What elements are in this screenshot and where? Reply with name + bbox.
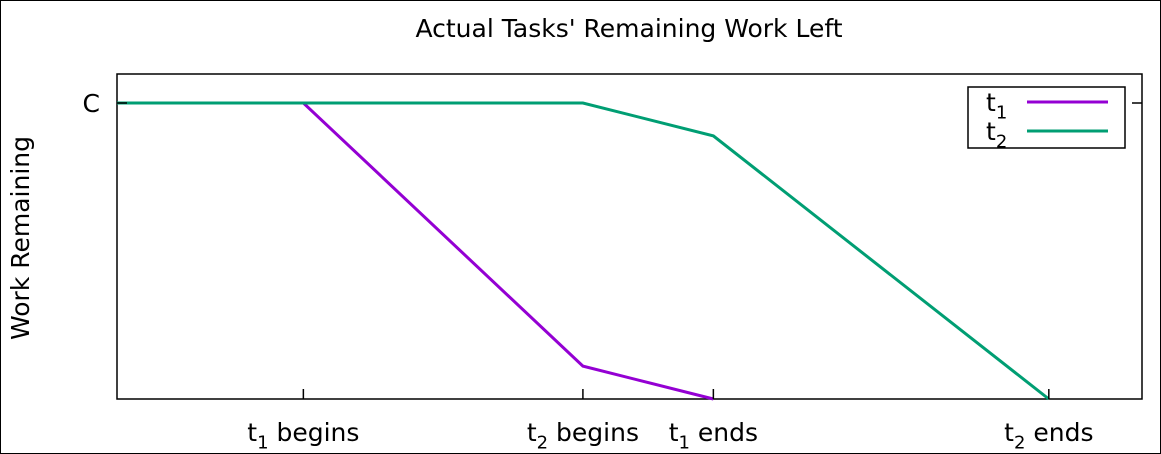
series-line-t1 [117,101,714,401]
x-tick-label: t1 ends [669,418,758,454]
x-axis-ticks: t1 begins t2 begins t1 ends t2 ends [247,389,1093,454]
legend-box [967,86,1126,149]
x-tick-label: t2 begins [527,418,639,454]
y-axis-ticks: C [83,89,1142,118]
chart-title: Actual Tasks' Remaining Work Left [415,14,842,43]
plot-area [116,73,1143,400]
y-tick-label: C [83,89,100,118]
x-tick-label: t1 begins [247,418,359,454]
series-line-t2 [117,101,1050,401]
y-axis-label: Work Remaining [6,136,35,340]
legend-label-t2: t2 [986,117,1007,153]
legend-label-t1: t1 [986,88,1007,124]
series-lines [117,101,1050,401]
x-tick-label: t2 ends [1004,418,1093,454]
plot-frame [116,73,1143,400]
